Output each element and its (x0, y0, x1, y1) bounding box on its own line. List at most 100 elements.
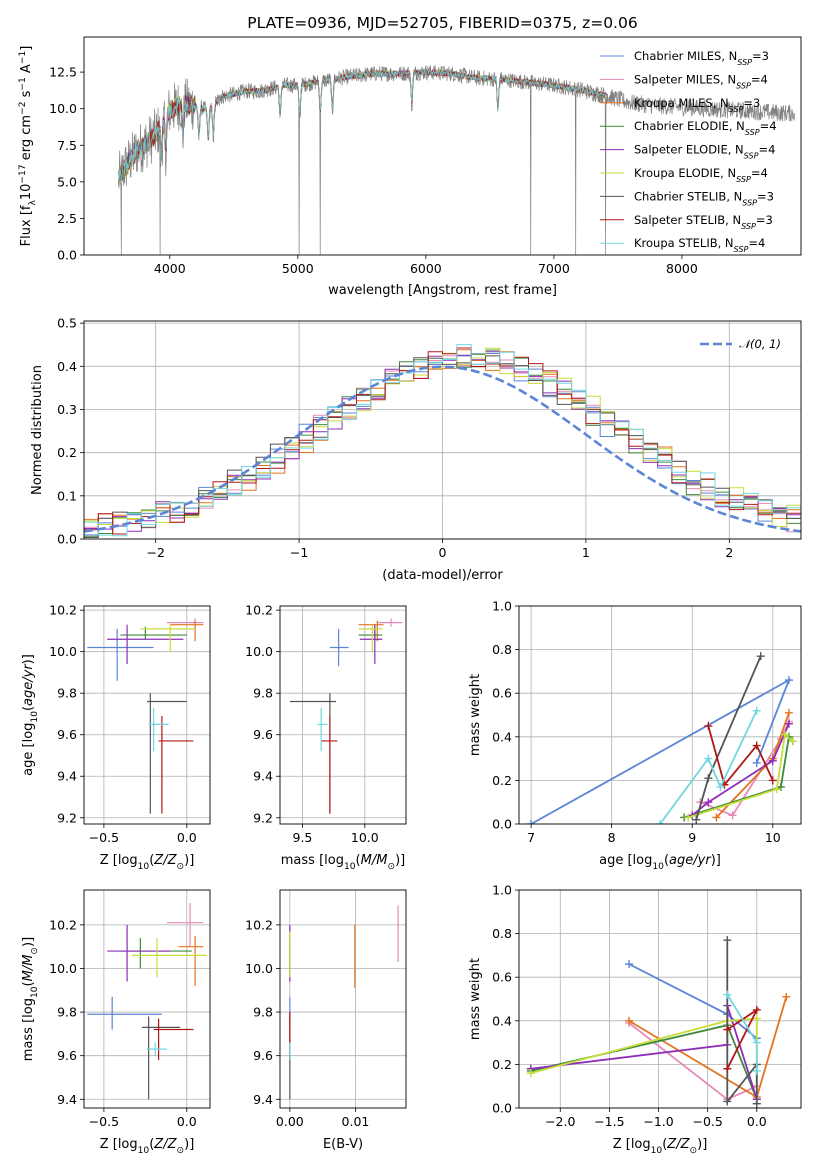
residuals-ytick-label: 0.2 (57, 445, 77, 460)
mass-weight-vs-Z-marker-kroupa-stelib (752, 1066, 761, 1075)
legend-label-salpeter-elodie: Salpeter ELODIE, NSSP=4 (634, 143, 775, 161)
mass-weight-vs-age-marker-salpeter-elodie (704, 798, 713, 807)
age-vs-Z-xlabel: Z [log10(Z/Z⊙)] (100, 853, 195, 872)
mass-weight-vs-age-marker-kroupa-stelib (656, 820, 664, 824)
mass-weight-vs-age-marker-kroupa-stelib (716, 782, 725, 791)
mass-weight-vs-Z-marker-chabrier-miles (625, 960, 634, 969)
mass-vs-EBV-ytick-label: 9.4 (253, 1092, 273, 1107)
spectrum-ytick-label: 2.5 (57, 211, 77, 226)
mass-weight-vs-Z-marker-salpeter-stelib (723, 1064, 732, 1073)
mass-weight-vs-age-xtick-label: 7 (527, 830, 535, 845)
residuals-plot-area (84, 344, 801, 539)
mass-weight-vs-Z-marker-kroupa-elodie (752, 1014, 761, 1023)
model-spectrum-kroupa-stelib (118, 68, 609, 184)
spectrum-ytick-label: 5.0 (57, 174, 77, 189)
mass-weight-vs-Z-ytick-label: 0.2 (492, 1057, 512, 1072)
mass-weight-vs-Z-ytick-label: 0.6 (492, 970, 512, 985)
mass-weight-vs-Z-ytick-label: 0.4 (492, 1013, 512, 1028)
mass-weight-vs-age-ytick-label: 0.2 (492, 773, 512, 788)
mass-weight-vs-age-marker-kroupa-elodie (772, 785, 781, 794)
age-vs-mass-axes: 9.5 10.0 9.2 9.4 9.6 9.8 10.0 10.2 (245, 603, 407, 845)
mass-weight-vs-age-line-kroupa-stelib (659, 710, 758, 824)
spectrum-xtick-label: 8000 (666, 261, 698, 276)
residuals-ytick-label: 0.5 (57, 316, 77, 331)
mass-weight-vs-age-ytick-label: 0.6 (492, 686, 512, 701)
mass-weight-vs-Z-ytick-label: 1.0 (492, 883, 512, 898)
mass-weight-vs-age-marker-kroupa-elodie (788, 737, 797, 746)
age-vs-Z-axes: −0.5 0.0 9.2 9.4 9.6 9.8 10.0 10.2 (49, 603, 211, 845)
spectrum-plot-area (118, 64, 795, 255)
mass-weight-vs-age-marker-chabrier-stelib (692, 815, 701, 824)
residuals-ytick-label: 0.0 (57, 532, 77, 547)
mass-weight-vs-Z-plot-area (526, 936, 791, 1108)
spectrum-ytick-label: 7.5 (57, 138, 77, 153)
mass-weight-vs-age-xtick-label: 10 (765, 830, 781, 845)
mass-vs-EBV-frame (279, 889, 407, 1109)
spectrum-legend: Chabrier MILES, NSSP=3 Salpeter MILES, NS… (600, 49, 777, 254)
mass-weight-vs-Z-marker-kroupa-stelib (723, 990, 732, 999)
age-vs-mass-ytick-label: 10.0 (245, 644, 273, 659)
mass-weight-vs-age-marker-kroupa-stelib (752, 706, 761, 715)
mass-vs-EBV-plot-area (289, 905, 399, 1100)
mass-weight-vs-age-marker-kroupa-stelib (704, 754, 713, 763)
residuals-xtick-label: −2 (146, 545, 164, 560)
mass-weight-vs-age-xlabel: age [log10(age/yr)] (599, 853, 721, 872)
spectrum-xtick-label: 5000 (282, 261, 314, 276)
mass-weight-vs-Z-marker-kroupa-miles (782, 992, 791, 1001)
mass-weight-vs-age-marker-chabrier-stelib (756, 652, 765, 661)
age-vs-Z-xtick-label: 0.0 (177, 830, 197, 845)
age-vs-mass-xtick-label: 9.5 (293, 830, 313, 845)
legend-label-chabrier-stelib: Chabrier STELIB, NSSP=3 (634, 189, 774, 207)
spectrum-ylabel: Flux [fλ10−17 erg cm−2 s−1 A−1] (18, 46, 38, 247)
mass-vs-EBV-ytick-label: 9.6 (253, 1048, 273, 1063)
spectrum-xtick-label: 7000 (538, 261, 570, 276)
model-spectrum-chabrier-miles (118, 68, 608, 183)
age-vs-Z-plot-area (87, 618, 204, 814)
mass-vs-Z-ytick-label: 9.6 (57, 1048, 77, 1063)
legend-label-kroupa-stelib: Kroupa STELIB, NSSP=4 (634, 236, 765, 254)
model-spectrum-kroupa-miles (118, 68, 609, 181)
spectrum-ytick-label: 12.5 (49, 65, 77, 80)
mass-vs-Z-xtick-label: 0.0 (177, 1114, 197, 1129)
mass-vs-EBV-ytick-label: 9.8 (253, 1005, 273, 1020)
age-vs-Z-ytick-label: 10.0 (49, 644, 77, 659)
mass-weight-vs-age-marker-chabrier-elodie (776, 782, 785, 791)
mass-weight-vs-Z-marker-chabrier-stelib (752, 1099, 761, 1108)
legend-label-kroupa-miles: Kroupa MILES, NSSP=3 (634, 96, 760, 114)
mass-weight-vs-Z-ylabel: mass weight (468, 958, 483, 1040)
mass-weight-vs-Z-line-salpeter-elodie (530, 1005, 758, 1100)
mass-weight-vs-Z-xtick-label: −1.0 (643, 1114, 673, 1129)
mass-vs-Z-plot-area (87, 903, 207, 1100)
mass-weight-vs-age-line-chabrier-stelib (695, 655, 762, 820)
mass-weight-vs-age-line-kroupa-miles (715, 712, 790, 819)
legend-label-chabrier-miles: Chabrier MILES, NSSP=3 (634, 49, 769, 67)
mass-weight-vs-Z-line-chabrier-miles (628, 963, 758, 1039)
mass-weight-vs-Z-line-chabrier-stelib (726, 940, 758, 1105)
mass-vs-Z-xtick-label: −0.5 (89, 1114, 119, 1129)
age-vs-Z-ytick-label: 9.2 (57, 810, 77, 825)
mass-weight-vs-age-marker-chabrier-miles (527, 820, 536, 824)
mass-weight-vs-Z-marker-kroupa-stelib (752, 1038, 761, 1047)
mass-vs-Z-ytick-label: 9.8 (57, 1005, 77, 1020)
age-vs-Z-ytick-label: 9.4 (57, 769, 77, 784)
mass-weight-vs-Z-marker-kroupa-miles (625, 1016, 634, 1025)
mass-weight-vs-age-ytick-label: 0.0 (492, 817, 512, 832)
mass-vs-EBV-xtick-label: 0.00 (276, 1114, 304, 1129)
mass-vs-Z-ytick-label: 10.0 (49, 961, 77, 976)
mass-weight-vs-age-axes: 7 8 9 10 0.0 0.2 0.4 0.6 0.8 1.0 (492, 599, 802, 845)
age-vs-Z-ytick-label: 10.2 (49, 603, 77, 618)
spectrum-xtick-label: 6000 (410, 261, 442, 276)
mass-vs-EBV-xlabel: E(B-V) (323, 1137, 363, 1152)
mass-weight-vs-age-marker-chabrier-stelib (704, 774, 713, 783)
residuals-ytick-label: 0.4 (57, 359, 77, 374)
age-vs-mass-ytick-label: 9.4 (253, 769, 273, 784)
legend-label-chabrier-elodie: Chabrier ELODIE, NSSP=4 (634, 119, 777, 137)
age-vs-Z-ytick-label: 9.8 (57, 686, 77, 701)
residuals-xtick-label: 2 (725, 545, 733, 560)
age-vs-mass-xtick-label: 10.0 (351, 830, 379, 845)
mass-weight-vs-age-ylabel: mass weight (468, 674, 483, 756)
age-vs-mass-ytick-label: 9.8 (253, 686, 273, 701)
spectrum-xlabel: wavelength [Angstrom, rest frame] (328, 283, 557, 298)
mass-weight-vs-age-marker-chabrier-miles (784, 676, 793, 685)
spectrum-ytick-label: 10.0 (49, 101, 77, 116)
